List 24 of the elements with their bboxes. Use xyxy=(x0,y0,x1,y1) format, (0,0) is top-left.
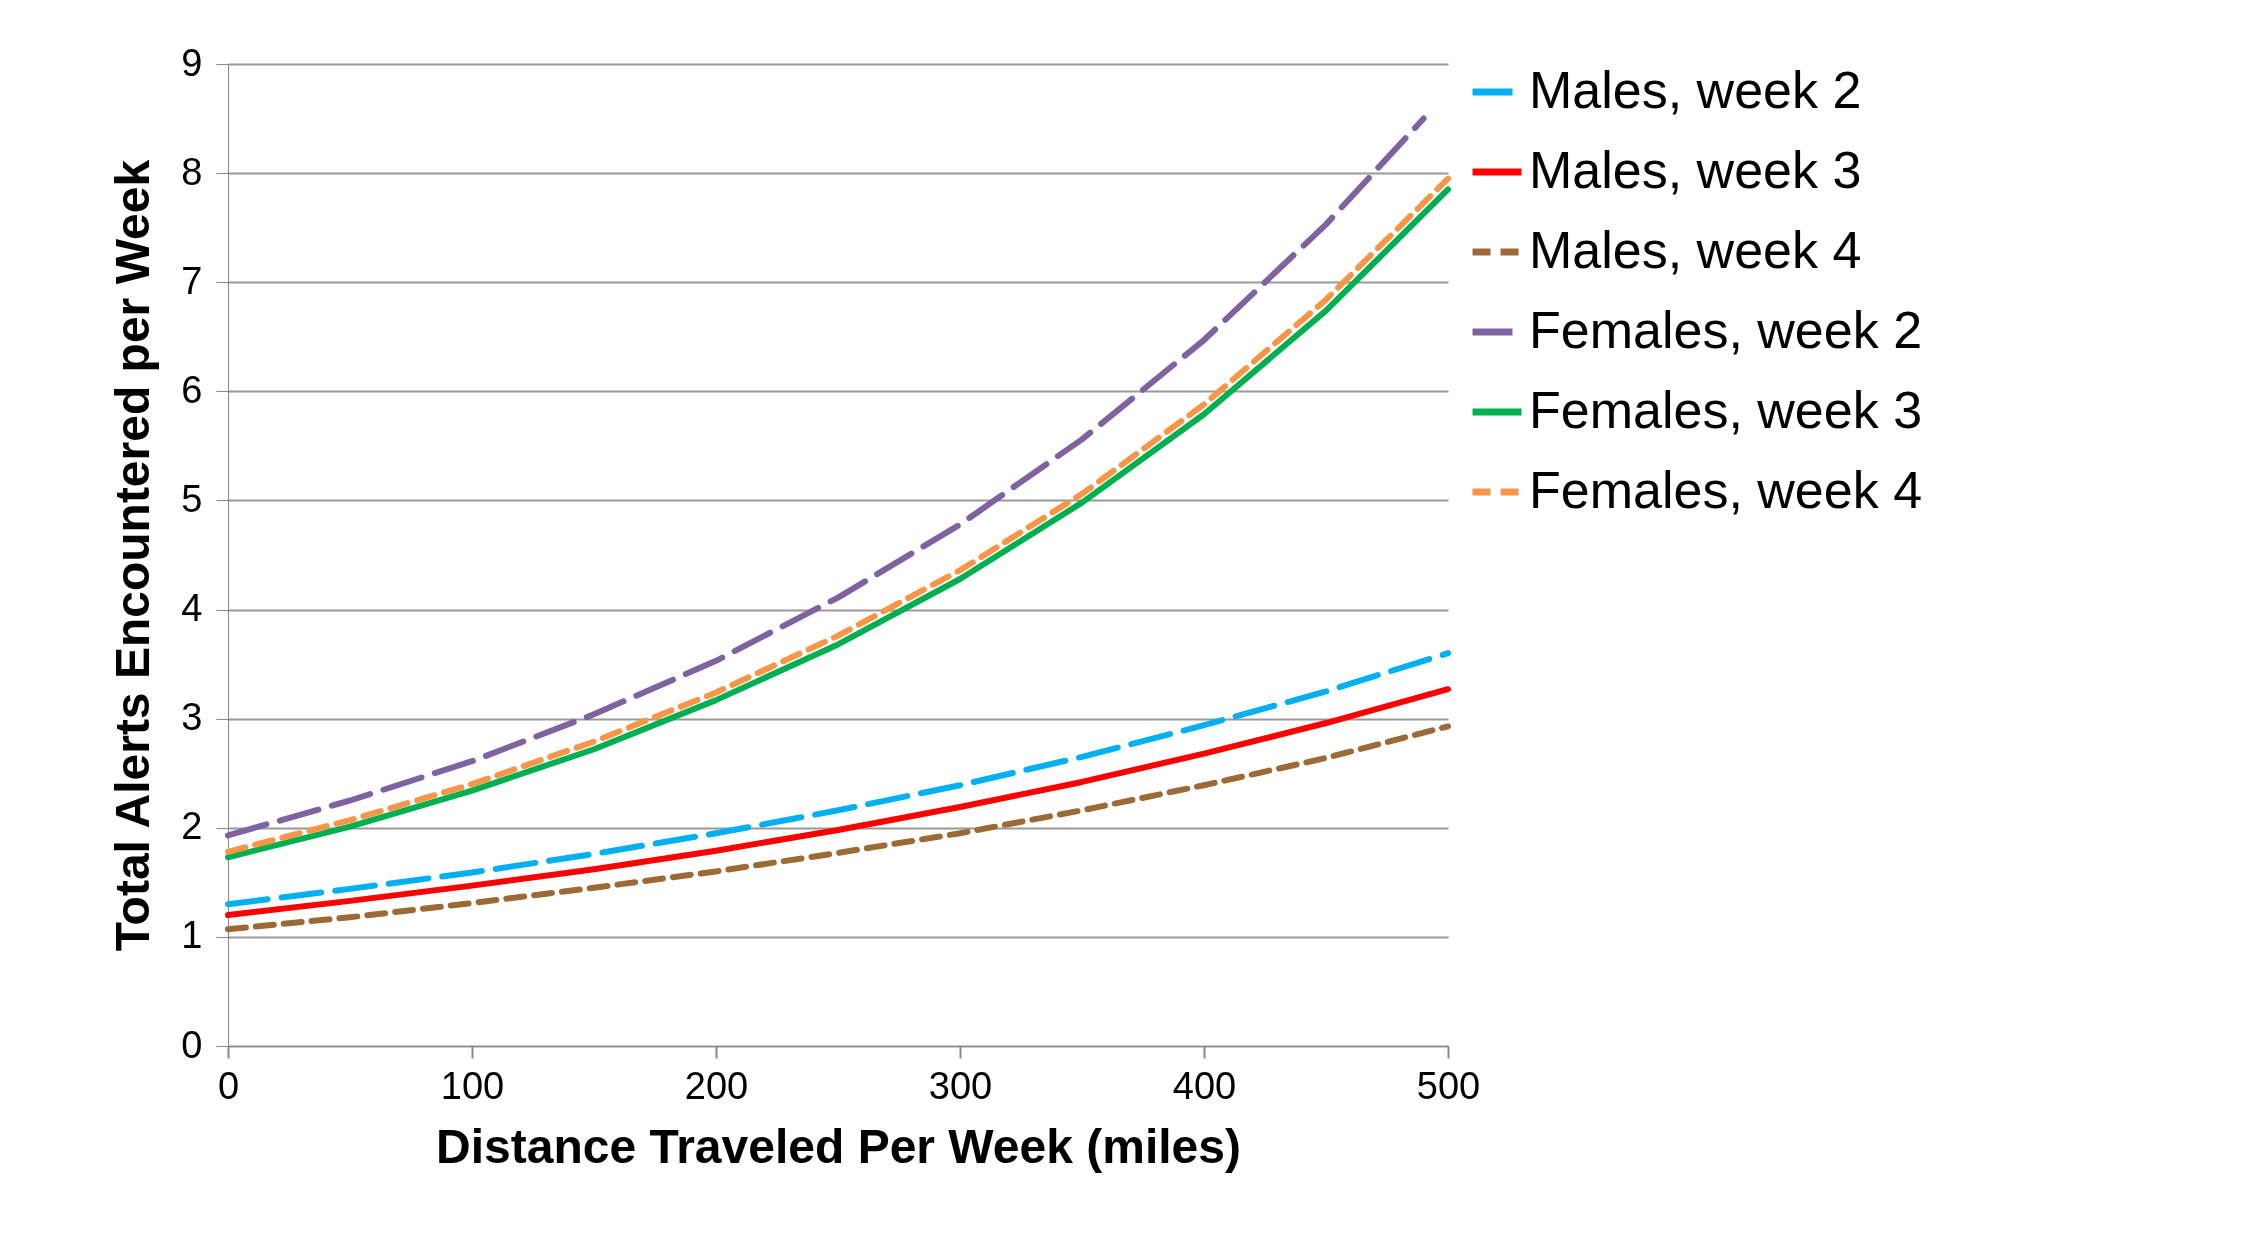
x-tick-label: 300 xyxy=(928,1064,993,1107)
y-tick-label: 4 xyxy=(181,587,203,630)
x-tick-label: 500 xyxy=(1416,1064,1481,1107)
y-tick-label: 8 xyxy=(181,150,203,193)
y-tick-label: 0 xyxy=(181,1023,203,1066)
x-tick-label: 200 xyxy=(684,1064,749,1107)
x-tick-label: 0 xyxy=(217,1064,240,1107)
y-tick-label: 6 xyxy=(181,368,203,411)
y-tick-label: 5 xyxy=(181,477,203,520)
y-tick-label: 2 xyxy=(181,805,203,848)
y-tick-label: 7 xyxy=(181,259,203,302)
x-tick-label: 100 xyxy=(440,1064,505,1107)
legend-label: Males, week 4 xyxy=(1529,221,1862,279)
legend-label: Females, week 4 xyxy=(1529,461,1923,519)
legend-label: Females, week 2 xyxy=(1529,301,1923,359)
y-tick-label: 1 xyxy=(181,914,203,957)
legend-label: Males, week 3 xyxy=(1529,141,1862,199)
legend-label: Males, week 2 xyxy=(1529,61,1862,119)
x-tick-label: 400 xyxy=(1172,1064,1237,1107)
y-tick-label: 9 xyxy=(181,41,203,84)
x-axis-title: Distance Traveled Per Week (miles) xyxy=(436,1119,1241,1173)
legend-label: Females, week 3 xyxy=(1529,381,1923,439)
y-axis-title: Total Alerts Encountered per Week xyxy=(106,159,160,952)
y-tick-label: 3 xyxy=(181,696,203,739)
